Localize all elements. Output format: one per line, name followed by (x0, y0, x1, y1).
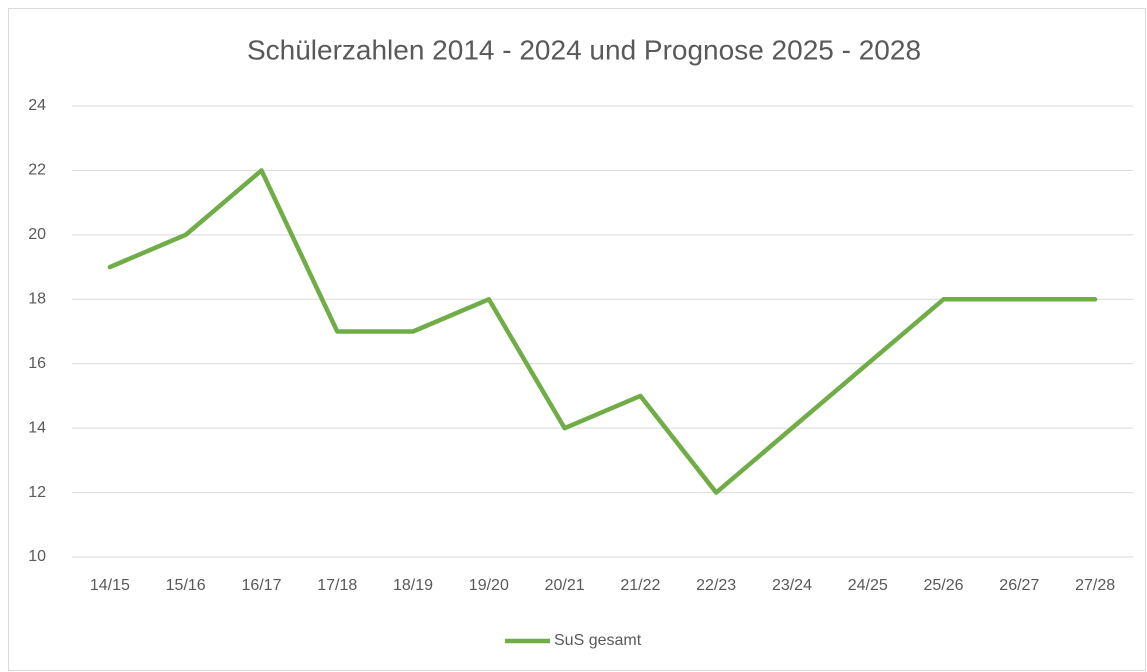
y-tick-label: 16 (28, 355, 46, 372)
x-tick-label: 20/21 (545, 577, 585, 594)
chart-frame (8, 8, 1146, 671)
x-tick-label: 22/23 (696, 577, 736, 594)
chart-title: Schülerzahlen 2014 - 2024 und Prognose 2… (247, 34, 921, 65)
y-tick-label: 20 (28, 226, 46, 243)
y-tick-label: 22 (28, 162, 46, 179)
x-tick-label: 25/26 (924, 577, 964, 594)
x-tick-label: 18/19 (393, 577, 433, 594)
y-tick-label: 14 (28, 419, 46, 436)
x-tick-label: 15/16 (166, 577, 206, 594)
x-tick-label: 27/28 (1075, 577, 1115, 594)
x-tick-label: 23/24 (772, 577, 812, 594)
data-line (107, 168, 1098, 495)
x-tick-label: 17/18 (317, 577, 357, 594)
y-tick-label: 24 (28, 97, 46, 114)
y-tick-label: 10 (28, 548, 46, 565)
x-tick-label: 21/22 (620, 577, 660, 594)
x-tick-label: 16/17 (241, 577, 281, 594)
x-tick-label: 24/25 (848, 577, 888, 594)
x-tick-label: 19/20 (469, 577, 509, 594)
legend-label: SuS gesamt (554, 632, 642, 649)
x-tick-label: 26/27 (999, 577, 1039, 594)
x-tick-label: 14/15 (90, 577, 130, 594)
y-tick-label: 12 (28, 484, 46, 501)
y-tick-label: 18 (28, 291, 46, 308)
